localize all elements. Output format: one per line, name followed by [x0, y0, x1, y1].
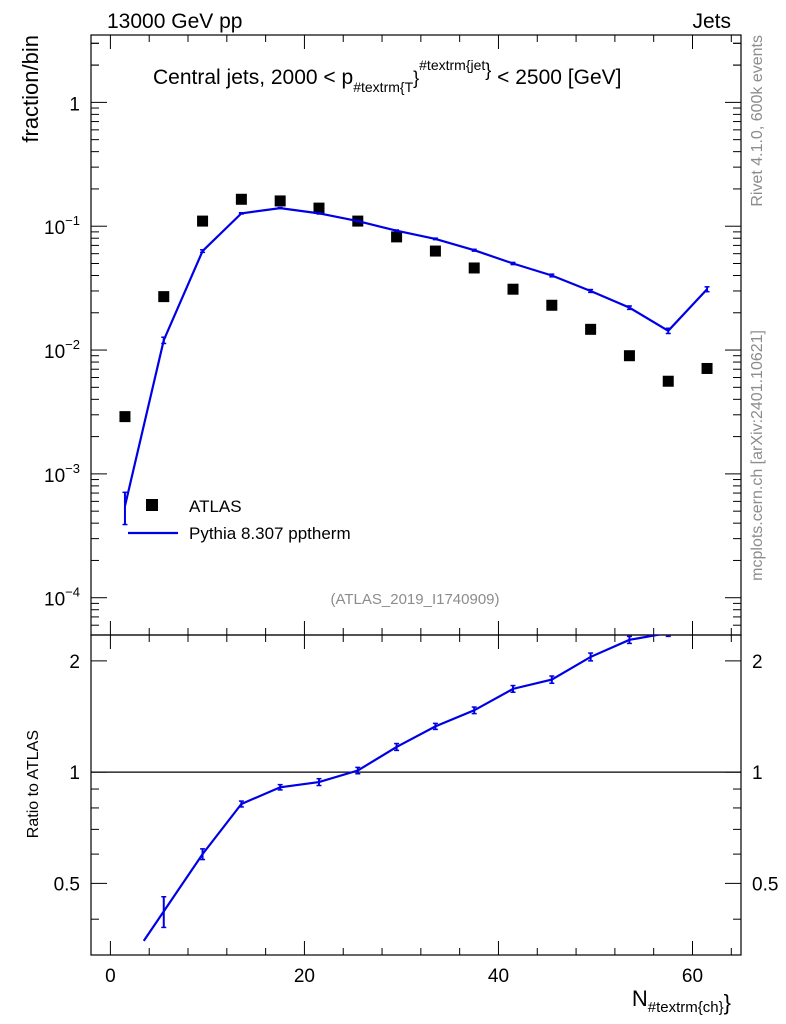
ratio-y-tick-label-right: 2 [752, 652, 763, 673]
plot-title: Central jets, 2000 < p#textrm{T}#textrm{… [153, 57, 621, 95]
title-brace-1: } [413, 68, 419, 88]
x-label-sub: #textrm{ch} [648, 999, 724, 1016]
title-brace-2: } [485, 60, 491, 80]
atlas-point [429, 245, 441, 257]
x-tick-label: 40 [488, 966, 509, 987]
atlas-point [662, 375, 674, 387]
ratio-y-tick-label: 1 [69, 763, 80, 784]
atlas-point [701, 362, 713, 374]
y-tick-base: 10 [44, 466, 65, 487]
atlas-point [235, 193, 247, 205]
ratio-y-tick-label-right: 0.5 [752, 874, 778, 895]
x-tick-label: 0 [105, 966, 116, 987]
rivet-label: Rivet 4.1.0, 600k events [749, 35, 766, 207]
y-tick-exp: −4 [65, 585, 80, 600]
y-tick-exp: −3 [65, 461, 80, 476]
atlas-point [468, 262, 480, 274]
x-axis-label: N#textrm{ch}} [632, 986, 731, 1016]
y-tick-base: 10 [44, 590, 65, 611]
header-right: Jets [692, 10, 731, 33]
y-tick-label: 1 [69, 94, 80, 115]
title-tail: < 2500 [GeV] [491, 66, 621, 89]
legend-marker-atlas [146, 499, 158, 511]
data-layer [91, 193, 741, 942]
x-tick-label: 20 [294, 966, 315, 987]
x-tick-label: 60 [682, 966, 703, 987]
ratio-y-tick-label: 2 [69, 652, 80, 673]
ratio-y-tick-label: 0.5 [54, 874, 80, 895]
y-tick-label: 10−2 [44, 337, 80, 363]
ratio-y-tick-label-right: 1 [752, 763, 763, 784]
y-axis-label: fraction/bin [18, 35, 43, 143]
x-label-main: N [632, 986, 648, 1011]
title-main: Central jets, 2000 < p [153, 66, 353, 89]
atlas-point [197, 215, 209, 227]
y-tick-base: 10 [44, 218, 65, 239]
legend-label-atlas: ATLAS [189, 497, 242, 516]
atlas-point [585, 323, 597, 335]
y-tick-base: 1 [69, 94, 80, 115]
title-sub: #textrm{T [353, 79, 413, 95]
legend-label-pythia: Pythia 8.307 pptherm [189, 524, 351, 543]
y-tick-exp: −2 [65, 337, 80, 352]
legend: ATLAS Pythia 8.307 pptherm [128, 497, 351, 543]
atlas-point [623, 350, 635, 362]
ratio-series [142, 635, 671, 942]
atlas-point [391, 231, 403, 243]
ratio-frame [90, 634, 742, 956]
y-tick-label: 10−1 [44, 213, 80, 239]
y-tick-label: 10−4 [44, 585, 80, 611]
atlas-point [546, 299, 558, 311]
main-frame [90, 34, 742, 636]
analysis-watermark: (ATLAS_2019_I1740909) [330, 591, 499, 608]
y-tick-exp: −1 [65, 213, 80, 228]
pythia-line [123, 207, 708, 507]
y-tick-base: 10 [44, 342, 65, 363]
atlas-point [119, 411, 131, 423]
mcplots-label: mcplots.cern.ch [arXiv:2401.10621] [749, 330, 766, 581]
atlas-point [158, 291, 170, 303]
atlas-point [274, 195, 286, 207]
ratio-line [142, 635, 664, 942]
atlas-point [313, 202, 325, 214]
ratio-y-axis-label: Ratio to ATLAS [25, 730, 42, 838]
header-left: 13000 GeV pp [107, 10, 242, 33]
x-label-brace: } [724, 990, 731, 1015]
title-sup: #textrm{jet [419, 57, 485, 73]
atlas-point [507, 283, 519, 295]
y-tick-label: 10−3 [44, 461, 80, 487]
